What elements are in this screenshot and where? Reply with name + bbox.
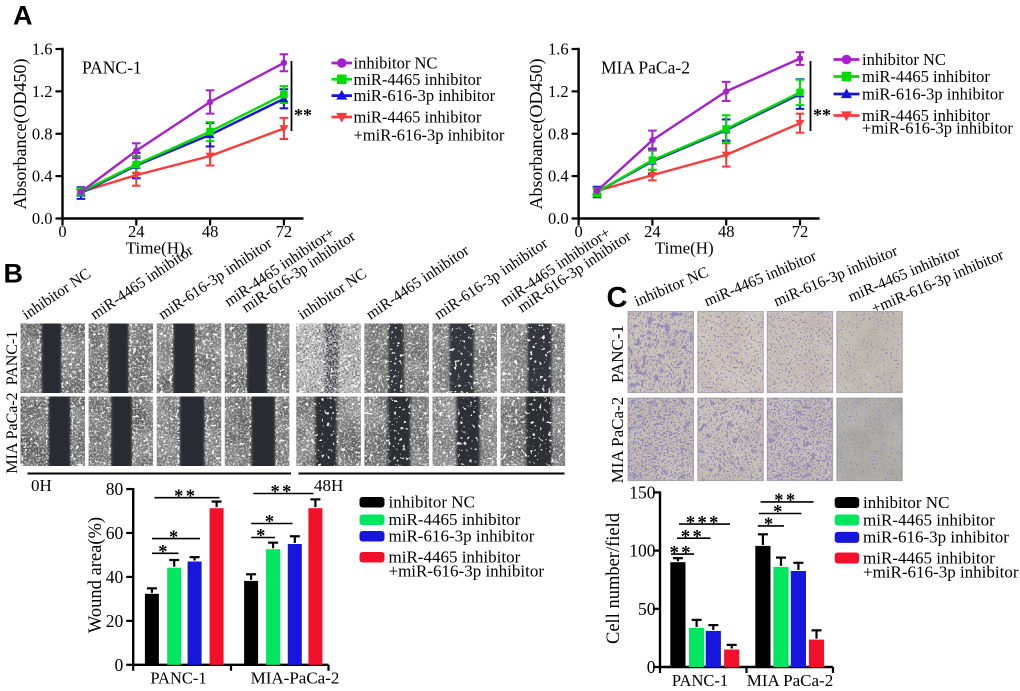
svg-text:A: A — [13, 1, 33, 31]
svg-text:+miR-616-3p inhibitor: +miR-616-3p inhibitor — [354, 126, 505, 145]
svg-text:0.0: 0.0 — [548, 209, 569, 228]
svg-text:0.4: 0.4 — [32, 167, 53, 186]
svg-text:MIA PaCa-2: MIA PaCa-2 — [4, 392, 21, 473]
svg-text:inhibitor NC: inhibitor NC — [389, 493, 475, 512]
svg-text:**: ** — [774, 491, 797, 511]
svg-text:0.0: 0.0 — [32, 209, 53, 228]
svg-text:PANC-1: PANC-1 — [608, 325, 627, 383]
svg-text:miR-4465 inhibitor: miR-4465 inhibitor — [389, 548, 521, 567]
svg-text:inhibitor NC: inhibitor NC — [862, 50, 946, 69]
svg-text:MIA PaCa-2: MIA PaCa-2 — [608, 397, 627, 483]
svg-text:48: 48 — [718, 222, 735, 241]
svg-text:miR-616-3p inhibitor: miR-616-3p inhibitor — [354, 86, 496, 105]
svg-text:72: 72 — [792, 222, 809, 241]
svg-text:*: * — [256, 527, 268, 547]
svg-text:PANC-1: PANC-1 — [150, 669, 206, 688]
svg-text:miR-616-3p inhibitor: miR-616-3p inhibitor — [862, 85, 1004, 104]
svg-text:PANC-1: PANC-1 — [672, 671, 728, 690]
svg-text:Time(H): Time(H) — [655, 239, 714, 258]
svg-text:Absorbance(OD450): Absorbance(OD450) — [10, 59, 31, 210]
svg-text:Absorbance(OD450): Absorbance(OD450) — [526, 59, 547, 210]
svg-text:Time(H): Time(H) — [126, 239, 185, 258]
svg-text:PANC-1: PANC-1 — [4, 331, 21, 386]
svg-text:1.2: 1.2 — [548, 82, 569, 101]
svg-text:C: C — [607, 282, 628, 314]
svg-text:0: 0 — [58, 222, 66, 241]
svg-text:miR-4465 inhibitor: miR-4465 inhibitor — [862, 67, 990, 86]
svg-text:miR-4465 inhibitor: miR-4465 inhibitor — [354, 70, 482, 89]
svg-text:inhibitor NC: inhibitor NC — [863, 493, 949, 512]
svg-text:0: 0 — [574, 222, 582, 241]
svg-text:*: * — [764, 515, 776, 535]
svg-text:Cell number/field: Cell number/field — [604, 512, 624, 644]
svg-text:40: 40 — [106, 567, 124, 587]
svg-text:*: * — [169, 528, 181, 548]
svg-text:miR-4465 inhibitor: miR-4465 inhibitor — [389, 510, 521, 529]
svg-text:inhibitor NC: inhibitor NC — [354, 54, 438, 73]
svg-text:24: 24 — [128, 222, 145, 241]
svg-text:0.4: 0.4 — [548, 167, 569, 186]
svg-text:80: 80 — [106, 479, 124, 499]
svg-text:150: 150 — [629, 482, 656, 502]
svg-text:0.8: 0.8 — [548, 124, 569, 143]
svg-text:*: * — [158, 543, 170, 563]
svg-text:48H: 48H — [314, 476, 343, 495]
svg-text:*: * — [773, 503, 785, 523]
svg-text:B: B — [4, 258, 24, 288]
svg-text:miR-4465 inhibitor: miR-4465 inhibitor — [862, 106, 990, 125]
svg-text:+miR-616-3p inhibitor: +miR-616-3p inhibitor — [862, 119, 1013, 138]
svg-text:**: ** — [813, 105, 831, 125]
svg-text:MIA PaCa-2: MIA PaCa-2 — [747, 671, 833, 690]
svg-text:100: 100 — [629, 541, 656, 561]
svg-text:**: ** — [670, 543, 693, 563]
svg-text:0: 0 — [114, 655, 123, 675]
svg-text:20: 20 — [106, 611, 124, 631]
svg-text:24: 24 — [644, 222, 661, 241]
svg-text:MIA-PaCa-2: MIA-PaCa-2 — [251, 669, 340, 688]
svg-text:0H: 0H — [31, 476, 52, 495]
svg-text:miR-616-3p inhibitor: miR-616-3p inhibitor — [863, 528, 1009, 547]
svg-text:MIA PaCa-2: MIA PaCa-2 — [601, 58, 690, 78]
svg-text:1.6: 1.6 — [32, 40, 53, 59]
svg-text:1.2: 1.2 — [32, 82, 53, 101]
svg-text:50: 50 — [638, 599, 656, 619]
svg-text:**: ** — [681, 527, 704, 547]
svg-text:PANC-1: PANC-1 — [82, 58, 142, 78]
svg-text:+miR-616-3p inhibitor: +miR-616-3p inhibitor — [389, 562, 545, 581]
svg-text:0.8: 0.8 — [32, 124, 53, 143]
svg-text:miR-4465 inhibitor: miR-4465 inhibitor — [863, 548, 995, 567]
svg-text:*: * — [265, 513, 277, 533]
svg-text:60: 60 — [106, 523, 124, 543]
svg-text:1.6: 1.6 — [548, 40, 569, 59]
svg-text:72: 72 — [276, 222, 293, 241]
svg-text:0: 0 — [647, 657, 656, 677]
svg-text:**: ** — [174, 487, 197, 507]
svg-text:+miR-616-3p inhibitor: +miR-616-3p inhibitor — [863, 563, 1019, 582]
svg-text:Wound area(%): Wound area(%) — [86, 517, 106, 633]
svg-text:miR-616-3p inhibitor: miR-616-3p inhibitor — [389, 527, 535, 546]
svg-text:**: ** — [271, 483, 294, 503]
svg-text:miR-4465 inhibitor: miR-4465 inhibitor — [863, 510, 995, 529]
svg-text:**: ** — [294, 105, 312, 125]
svg-text:48: 48 — [202, 222, 219, 241]
svg-text:miR-4465 inhibitor: miR-4465 inhibitor — [354, 108, 482, 127]
svg-text:***: *** — [686, 513, 721, 533]
